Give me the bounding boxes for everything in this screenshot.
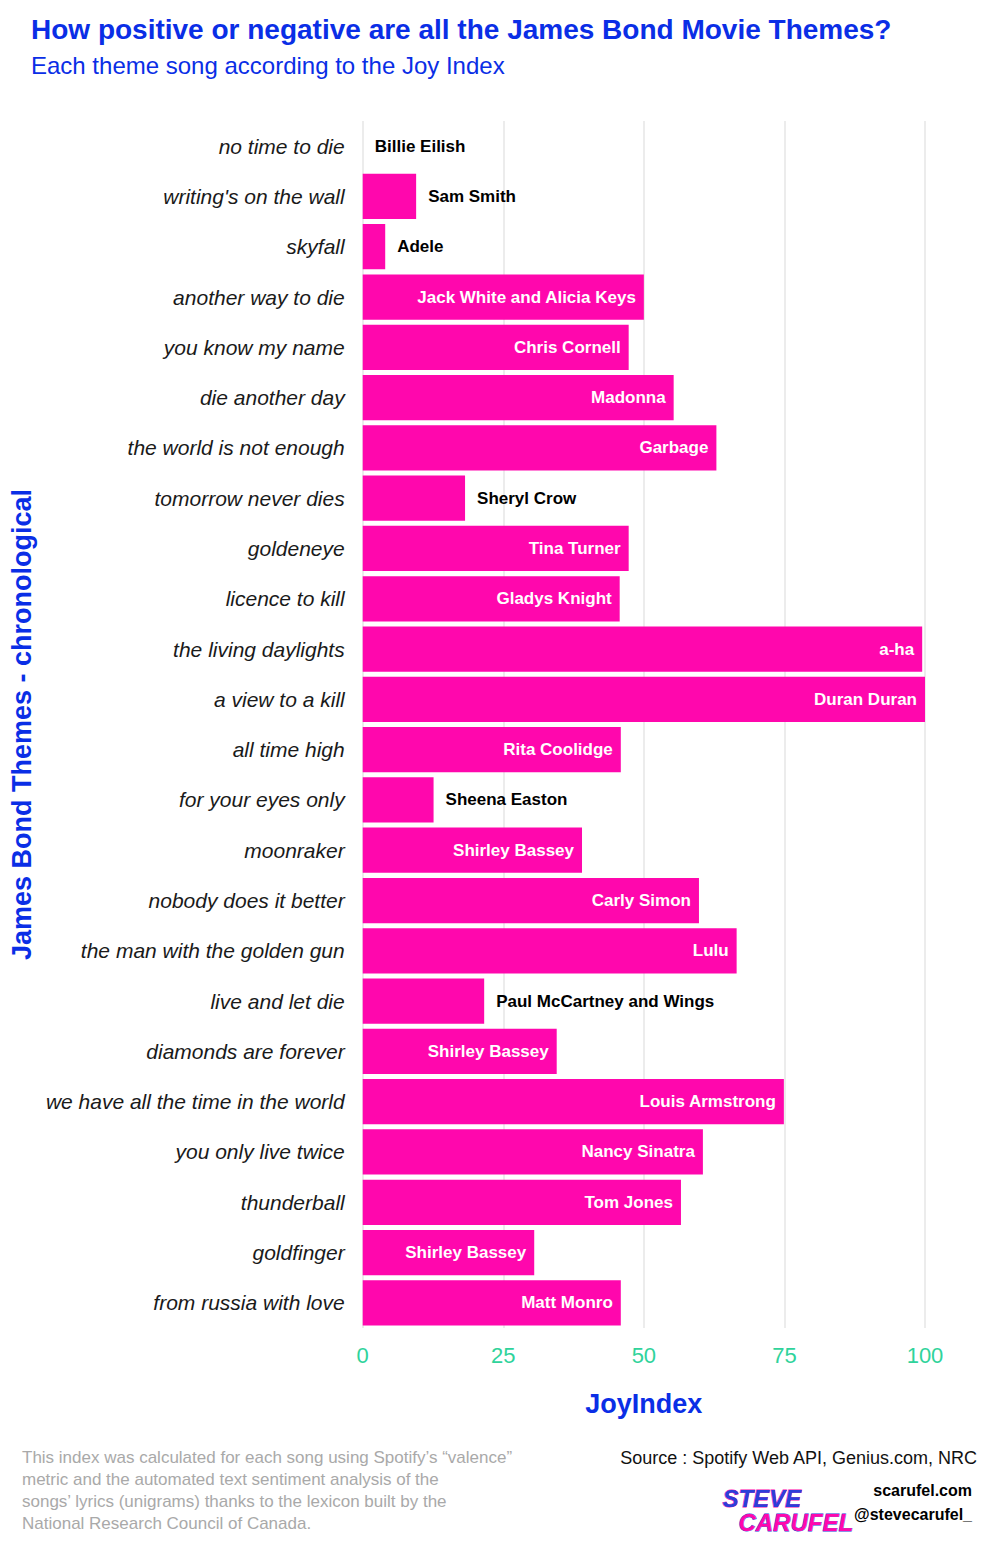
svg-text:How positive or negative are a: How positive or negative are all the Jam… bbox=[31, 14, 891, 45]
svg-text:moonraker: moonraker bbox=[244, 839, 345, 862]
svg-text:Nancy Sinatra: Nancy Sinatra bbox=[582, 1142, 696, 1161]
svg-text:JoyIndex: JoyIndex bbox=[585, 1389, 702, 1419]
svg-text:songs’ lyrics (unigrams) thank: songs’ lyrics (unigrams) thanks to the l… bbox=[22, 1492, 447, 1511]
svg-text:Garbage: Garbage bbox=[639, 438, 708, 457]
svg-text:50: 50 bbox=[632, 1343, 656, 1368]
svg-text:Each theme song according to t: Each theme song according to the Joy Ind… bbox=[31, 52, 505, 79]
svg-text:CARUFEL: CARUFEL bbox=[738, 1509, 853, 1536]
svg-text:the world is not enough: the world is not enough bbox=[128, 436, 345, 459]
svg-text:thunderball: thunderball bbox=[241, 1191, 346, 1214]
svg-text:Sheena Easton: Sheena Easton bbox=[446, 790, 568, 809]
svg-text:no time to die: no time to die bbox=[219, 135, 345, 158]
svg-text:tomorrow never dies: tomorrow never dies bbox=[154, 487, 345, 510]
svg-text:Gladys Knight: Gladys Knight bbox=[496, 589, 612, 608]
svg-text:all time high: all time high bbox=[233, 738, 345, 761]
svg-text:Madonna: Madonna bbox=[591, 388, 666, 407]
svg-text:goldeneye: goldeneye bbox=[248, 537, 345, 560]
svg-text:Louis Armstrong: Louis Armstrong bbox=[640, 1092, 776, 1111]
svg-text:25: 25 bbox=[491, 1343, 515, 1368]
svg-text:Shirley Bassey: Shirley Bassey bbox=[405, 1243, 527, 1262]
svg-text:Chris Cornell: Chris Cornell bbox=[514, 338, 621, 357]
svg-text:a-ha: a-ha bbox=[879, 640, 915, 659]
svg-text:a view to a kill: a view to a kill bbox=[214, 688, 346, 711]
svg-text:@stevecarufel_: @stevecarufel_ bbox=[854, 1506, 973, 1523]
svg-text:the living daylights: the living daylights bbox=[173, 638, 345, 661]
svg-text:we have all the time in the wo: we have all the time in the world bbox=[46, 1090, 346, 1113]
svg-text:National Research Council of C: National Research Council of Canada. bbox=[22, 1514, 311, 1533]
svg-text:diamonds are forever: diamonds are forever bbox=[146, 1040, 345, 1063]
svg-text:Matt Monro: Matt Monro bbox=[521, 1293, 613, 1312]
svg-text:100: 100 bbox=[907, 1343, 944, 1368]
svg-text:Shirley Bassey: Shirley Bassey bbox=[453, 841, 575, 860]
svg-text:Billie Eilish: Billie Eilish bbox=[375, 137, 466, 156]
svg-text:Tom Jones: Tom Jones bbox=[584, 1193, 672, 1212]
svg-text:Lulu: Lulu bbox=[693, 941, 729, 960]
svg-text:Rita Coolidge: Rita Coolidge bbox=[503, 740, 613, 759]
svg-text:This index was calculated for: This index was calculated for each song … bbox=[22, 1448, 512, 1467]
svg-text:metric and the automated text: metric and the automated text sentiment … bbox=[22, 1470, 439, 1489]
svg-text:you know my name: you know my name bbox=[162, 336, 345, 359]
svg-text:Tina Turner: Tina Turner bbox=[529, 539, 621, 558]
svg-text:nobody does it better: nobody does it better bbox=[149, 889, 346, 912]
svg-text:STEVE: STEVE bbox=[722, 1485, 802, 1512]
svg-text:James Bond Themes - chronologi: James Bond Themes - chronological bbox=[7, 489, 37, 960]
svg-text:Sheryl Crow: Sheryl Crow bbox=[477, 489, 577, 508]
svg-text:writing's on the wall: writing's on the wall bbox=[163, 185, 346, 208]
svg-text:the man with the golden gun: the man with the golden gun bbox=[81, 939, 345, 962]
svg-text:Duran Duran: Duran Duran bbox=[814, 690, 917, 709]
svg-text:Adele: Adele bbox=[397, 237, 443, 256]
svg-text:from russia with love: from russia with love bbox=[153, 1291, 344, 1314]
svg-text:Carly Simon: Carly Simon bbox=[592, 891, 691, 910]
svg-text:for your eyes only: for your eyes only bbox=[179, 788, 346, 811]
svg-text:Sam Smith: Sam Smith bbox=[428, 187, 516, 206]
svg-text:you only live twice: you only live twice bbox=[173, 1140, 344, 1163]
svg-text:skyfall: skyfall bbox=[286, 235, 346, 258]
svg-text:die another day: die another day bbox=[200, 386, 346, 409]
svg-text:Paul McCartney and Wings: Paul McCartney and Wings bbox=[496, 992, 714, 1011]
svg-text:licence to kill: licence to kill bbox=[226, 587, 346, 610]
svg-text:0: 0 bbox=[357, 1343, 369, 1368]
svg-text:Source : Spotify Web API, Geni: Source : Spotify Web API, Genius.com, NR… bbox=[620, 1448, 977, 1468]
svg-text:another way to die: another way to die bbox=[173, 286, 345, 309]
svg-text:Shirley Bassey: Shirley Bassey bbox=[428, 1042, 550, 1061]
svg-text:goldfinger: goldfinger bbox=[252, 1241, 345, 1264]
svg-text:75: 75 bbox=[772, 1343, 796, 1368]
svg-text:Jack White and Alicia Keys: Jack White and Alicia Keys bbox=[417, 288, 636, 307]
svg-text:scarufel.com: scarufel.com bbox=[873, 1482, 972, 1499]
svg-text:live and let die: live and let die bbox=[210, 990, 344, 1013]
